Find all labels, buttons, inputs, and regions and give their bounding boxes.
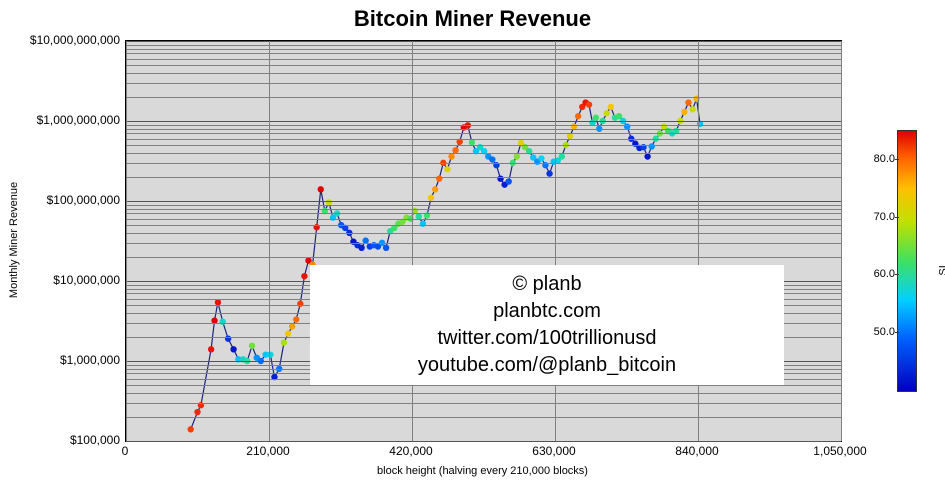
data-point [689,106,695,112]
data-point [644,153,650,159]
data-point [448,153,454,159]
data-point [289,323,295,329]
xtick-label: 630,000 [532,444,575,458]
watermark-line: twitter.com/100trillionusd [322,325,772,352]
data-point [293,316,299,322]
watermark-line: planbtc.com [322,298,772,325]
data-point [608,104,614,110]
data-point [249,343,255,349]
data-point [604,110,610,116]
xtick-label: 420,000 [389,444,432,458]
data-point [538,155,544,161]
xtick-label: 0 [122,444,129,458]
data-point [301,273,307,279]
data-point [681,109,687,115]
data-point [194,409,200,415]
colorbar-label: SI [937,265,945,275]
data-point [685,99,691,105]
xtick-label: 1,050,000 [813,444,866,458]
data-point [559,153,565,159]
data-point [432,186,438,192]
data-point [230,346,236,352]
data-point [285,330,291,336]
colorbar [897,130,917,392]
x-axis-label: block height (halving every 210,000 bloc… [125,465,840,477]
ytick-label: $1,000,000 [0,353,120,367]
data-point [616,113,622,119]
data-point [383,245,389,251]
xtick-label: 210,000 [246,444,289,458]
colorbar-tick-label: 70.0 [874,211,895,223]
chart-title: Bitcoin Miner Revenue [0,6,945,32]
data-point [428,194,434,200]
data-point [281,339,287,345]
colorbar-tick-label: 60.0 [874,268,895,280]
data-point [219,318,225,324]
chart-container: Bitcoin Miner Revenue Monthly Miner Reve… [0,0,945,500]
data-point [575,113,581,119]
data-point [358,245,364,251]
data-point [444,166,450,172]
data-point [318,186,324,192]
data-point [489,156,495,162]
ytick-label: $100,000,000 [0,193,120,207]
data-point [505,178,511,184]
xtick-label: 840,000 [675,444,718,458]
watermark-line: youtube.com/@planb_bitcoin [322,352,772,379]
data-point [208,346,214,352]
data-point [546,170,552,176]
ytick-label: $100,000 [0,433,120,447]
ytick-label: $10,000,000 [0,273,120,287]
ytick-label: $10,000,000,000 [0,33,120,47]
data-point [593,114,599,120]
data-point [586,101,592,107]
colorbar-tick-label: 80.0 [874,153,895,165]
watermark: © planbplanbtc.comtwitter.com/100trillio… [310,265,784,385]
data-point [187,426,193,432]
colorbar-tick-label: 50.0 [874,326,895,338]
data-point [514,153,520,159]
watermark-line: © planb [322,271,772,298]
ytick-label: $1,000,000,000 [0,113,120,127]
